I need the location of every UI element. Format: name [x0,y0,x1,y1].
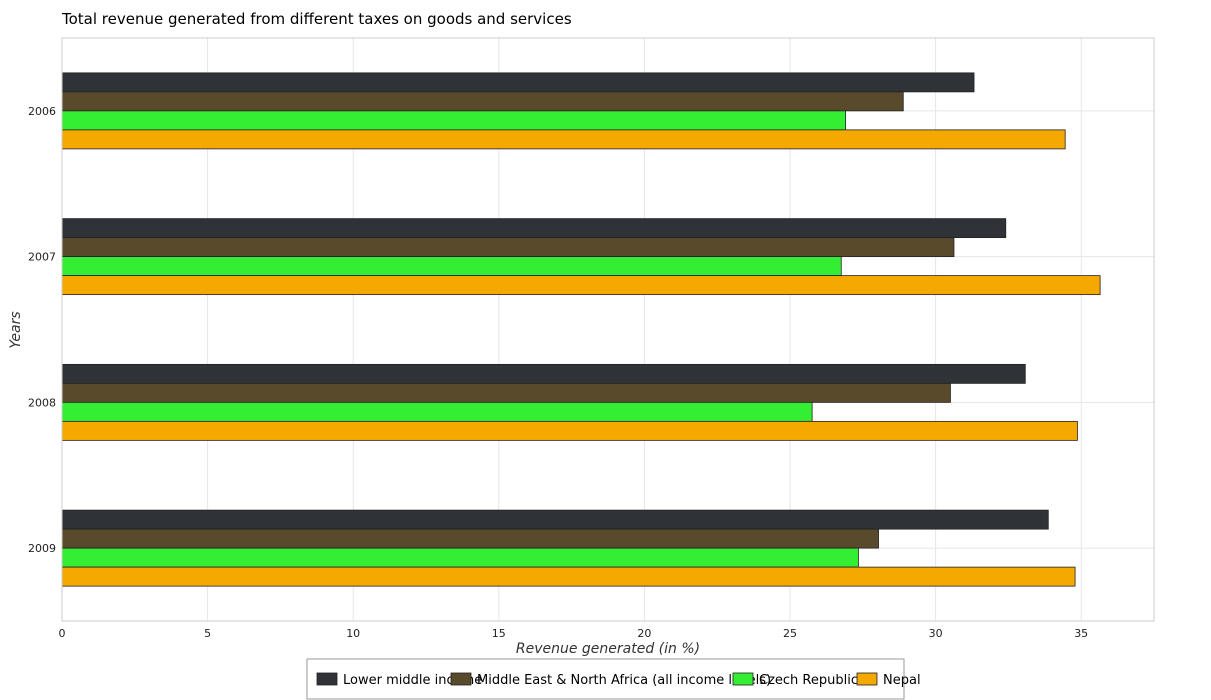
bars [61,72,1101,587]
legend-swatch [450,672,472,686]
y-tick-label: 2006 [28,105,56,118]
legend-label: Czech Republic [759,673,858,688]
legend-label: Lower middle income [343,673,482,688]
y-tick-label: 2008 [28,396,56,409]
legend-label: Middle East & North Africa (all income l… [477,673,771,688]
x-tick-label: 25 [783,627,797,640]
bar-2007-middle-east-north-africa-all-income-levels- [61,237,955,258]
bar-2008-middle-east-north-africa-all-income-levels- [61,382,951,403]
y-axis-label: Years [8,311,24,348]
bar-2009-middle-east-north-africa-all-income-levels- [61,528,879,549]
x-tick-label: 20 [637,627,651,640]
y-ticks: 2006 2007 2008 2009 [28,105,56,555]
x-tick-label: 5 [204,627,211,640]
x-tick-label: 35 [1074,627,1088,640]
bar-2006-middle-east-north-africa-all-income-levels- [61,91,904,112]
legend-swatch [316,672,338,686]
chart-title: Total revenue generated from different t… [61,10,572,28]
bar-2009-czech-republic [61,547,859,568]
bar-2008-nepal [61,420,1078,441]
bar-2008-czech-republic [61,401,813,422]
legend-swatch [732,672,754,686]
legend-box [306,658,905,700]
legend-label: Nepal [883,673,921,688]
bar-2009-lower-middle-income [61,509,1049,530]
bar-2006-lower-middle-income [61,72,975,93]
x-axis-label: Revenue generated (in %) [516,641,700,657]
bar-2008-lower-middle-income [61,363,1026,384]
plot-frame [61,37,1155,622]
bar-2006-nepal [61,129,1066,150]
x-tick-label: 30 [929,627,943,640]
bar-2007-lower-middle-income [61,218,1007,239]
bar-2009-nepal [61,566,1076,587]
x-tick-label: 10 [346,627,360,640]
x-tick-label: 0 [59,627,66,640]
bar-2007-czech-republic [61,256,842,277]
bar-2007-nepal [61,275,1101,296]
y-tick-label: 2007 [28,251,56,264]
y-tick-label: 2009 [28,542,56,555]
x-tick-label: 15 [492,627,506,640]
bar-2006-czech-republic [61,110,847,131]
x-ticks: 0 5 10 15 20 25 30 35 [59,627,1089,640]
legend-swatch [856,672,878,686]
